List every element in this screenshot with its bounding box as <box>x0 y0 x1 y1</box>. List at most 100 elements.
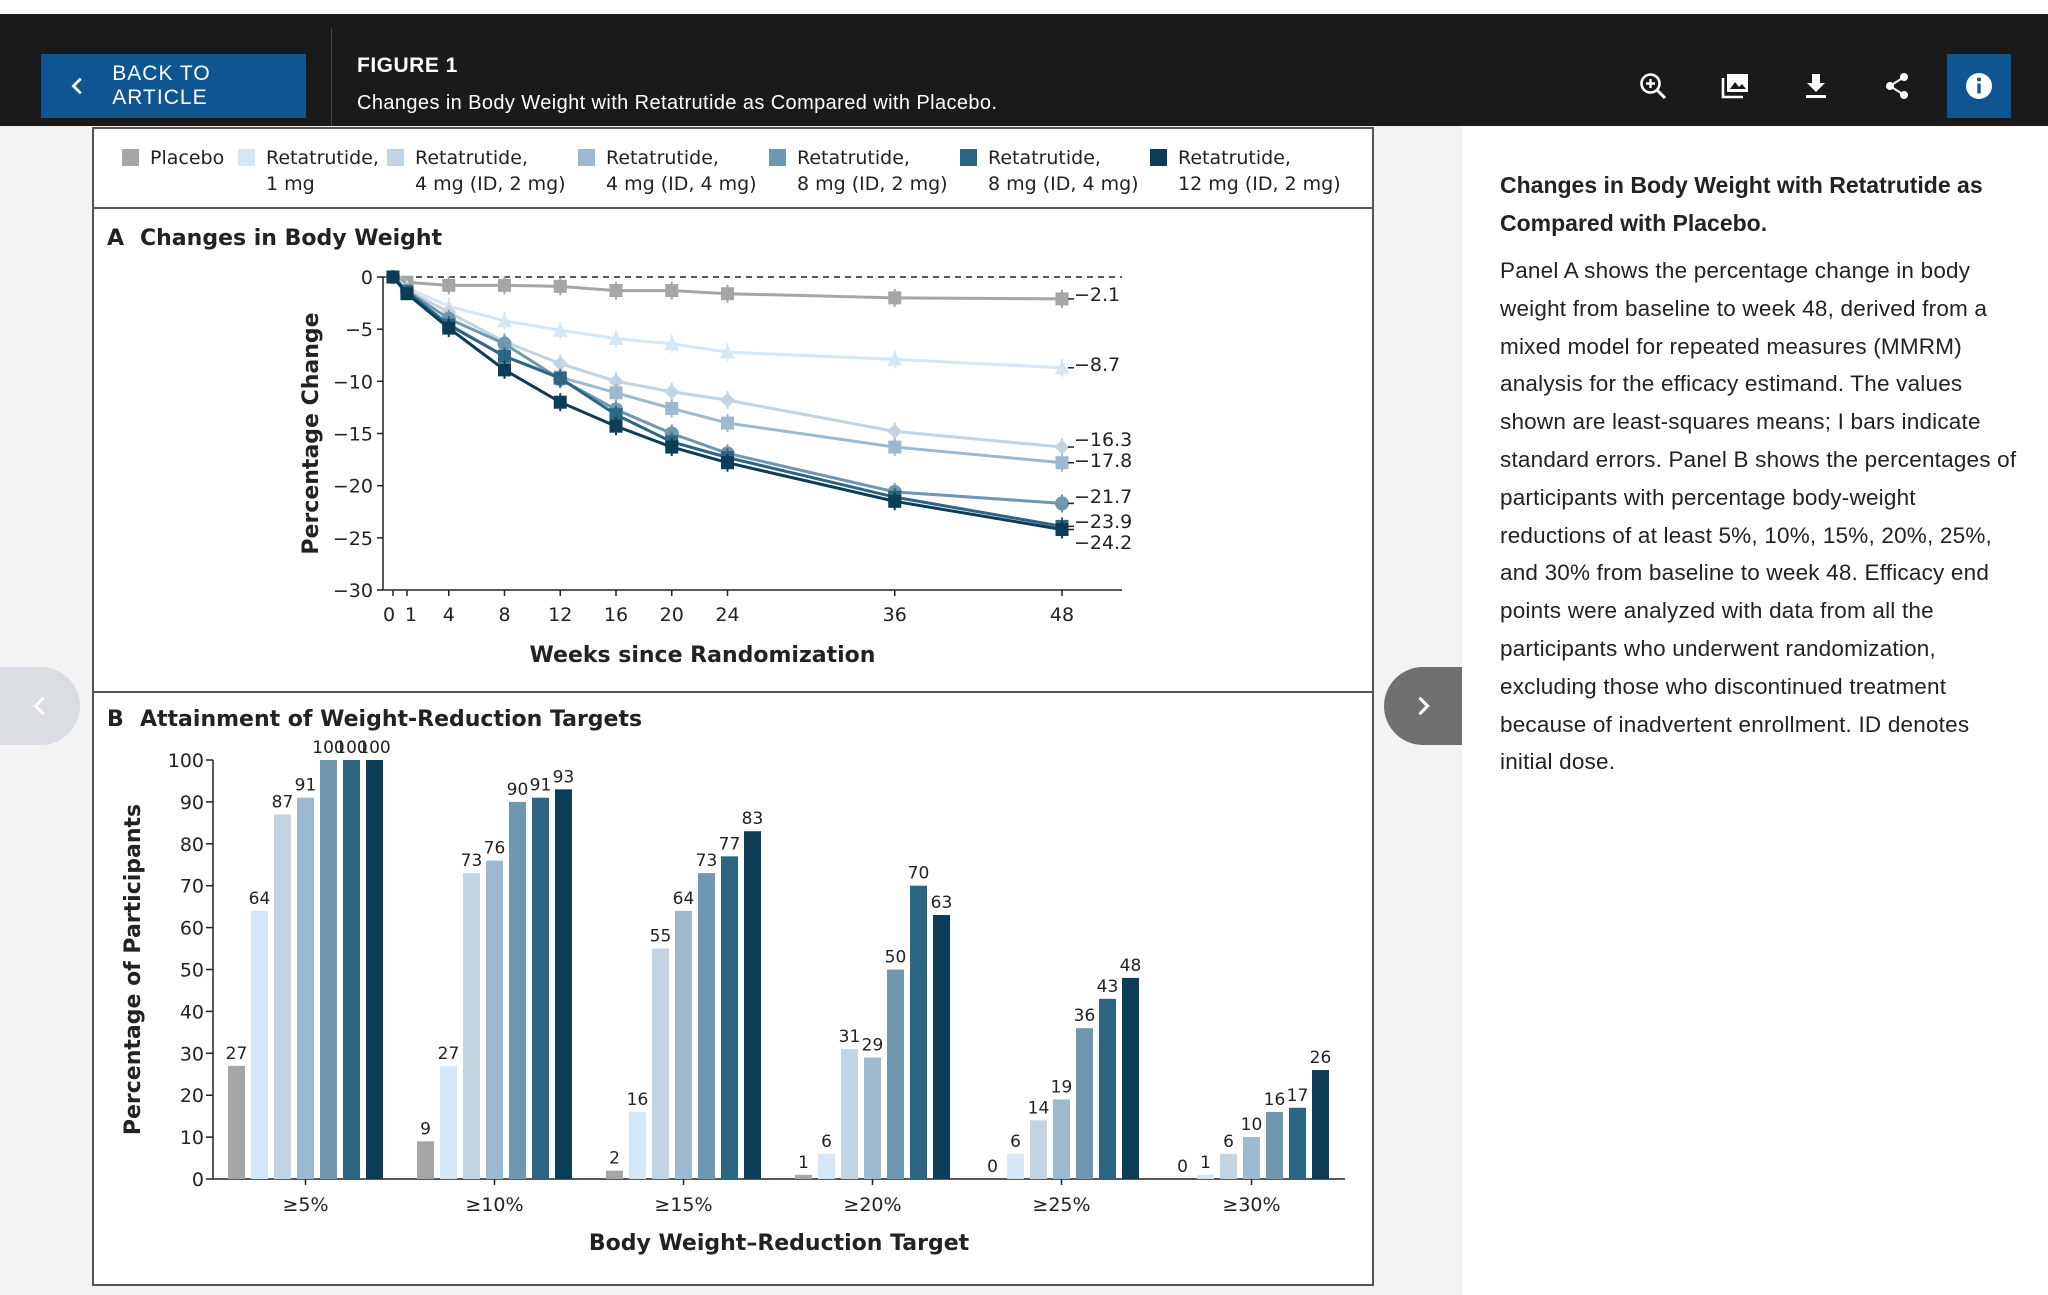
figure-label: FIGURE 1 <box>357 54 458 77</box>
x-tick-label: 4 <box>443 604 455 626</box>
panel-b-letter: B <box>107 707 124 732</box>
bar-value-label: 17 <box>1287 1086 1309 1106</box>
legend-label: Retatrutide, <box>266 147 379 169</box>
bar <box>343 760 360 1179</box>
legend-label-line2: 12 mg (ID, 2 mg) <box>1178 173 1341 195</box>
data-point <box>386 270 400 284</box>
bar <box>1312 1070 1329 1179</box>
bar-value-label: 64 <box>673 889 695 909</box>
data-point <box>720 392 735 408</box>
data-point <box>888 440 902 454</box>
series-end-label: −16.3 <box>1074 429 1132 451</box>
data-point <box>498 349 511 363</box>
y-axis-label: Percentage of Participants <box>121 804 146 1135</box>
bar <box>1220 1153 1237 1179</box>
bar <box>417 1141 434 1179</box>
legend-swatch <box>238 149 255 166</box>
bar-value-label: 93 <box>553 767 575 787</box>
caption-title: Changes in Body Weight with Retatrutide … <box>1500 172 1983 236</box>
series-line <box>391 275 1063 528</box>
x-tick-label: ≥25% <box>1032 1194 1090 1216</box>
y-tick-label: 70 <box>180 876 204 898</box>
bar-value-label: 29 <box>862 1035 884 1055</box>
x-tick-label: 8 <box>498 604 510 626</box>
bar <box>440 1065 457 1179</box>
bar-value-label: 83 <box>742 809 764 829</box>
legend-label: Retatrutide, <box>1178 147 1291 169</box>
next-figure-button[interactable] <box>1384 667 1462 745</box>
back-to-article-button[interactable]: BACK TO ARTICLE <box>41 54 306 118</box>
bar <box>652 948 669 1179</box>
data-point <box>1054 360 1070 375</box>
y-tick-label: 50 <box>180 960 204 982</box>
toolbar-divider <box>331 28 332 140</box>
x-tick-label: 1 <box>405 604 417 626</box>
series-end-label: −17.8 <box>1074 450 1132 472</box>
bar-value-label: 16 <box>627 1090 649 1110</box>
y-tick-label: −25 <box>333 528 373 550</box>
bar-value-label: 2 <box>609 1149 620 1169</box>
bar-value-label: 6 <box>821 1132 832 1152</box>
data-point <box>609 386 623 400</box>
data-point <box>609 284 623 298</box>
bar <box>795 1174 812 1179</box>
share-icon[interactable] <box>1869 58 1925 114</box>
bar <box>228 1065 245 1179</box>
x-tick-label: 20 <box>660 604 684 626</box>
legend-swatch <box>578 149 595 166</box>
y-tick-label: 0 <box>192 1169 204 1191</box>
data-point <box>721 456 734 470</box>
zoom-in-icon[interactable] <box>1625 58 1681 114</box>
series-end-label: −24.2 <box>1074 532 1132 554</box>
bar <box>555 789 572 1179</box>
bar-value-label: 70 <box>908 864 930 884</box>
bar-value-label: 90 <box>507 780 529 800</box>
chevron-left-icon <box>71 77 82 95</box>
bar <box>698 873 715 1179</box>
info-icon[interactable] <box>1947 54 2011 118</box>
bar-value-label: 36 <box>1074 1006 1096 1026</box>
legend-label: Retatrutide, <box>606 147 719 169</box>
x-tick-label: ≥20% <box>843 1194 901 1216</box>
bar-value-label: 48 <box>1120 956 1142 976</box>
y-tick-label: 30 <box>180 1043 204 1065</box>
panel-a-title: Changes in Body Weight <box>140 226 443 251</box>
data-point <box>498 278 511 292</box>
bar-value-label: 27 <box>438 1044 460 1064</box>
series-end-label: −8.7 <box>1074 354 1120 376</box>
bar-value-label: 9 <box>420 1119 431 1139</box>
bar <box>1099 998 1116 1179</box>
legend-label: Retatrutide, <box>797 147 910 169</box>
data-point <box>553 371 567 385</box>
data-point <box>665 440 679 454</box>
series-line <box>391 275 1063 449</box>
panel-a-line-chart: 0−5−10−15−20−25−300 1 4 8 12 16 20 24 36 48Percen… <box>299 267 1132 668</box>
bar <box>744 831 761 1179</box>
bar-value-label: 27 <box>226 1044 248 1064</box>
legend-swatch <box>387 149 404 166</box>
bar <box>509 801 526 1179</box>
x-tick-label: ≥30% <box>1222 1194 1280 1216</box>
bar <box>1053 1099 1070 1179</box>
bar <box>1243 1137 1260 1179</box>
data-point <box>1055 456 1069 470</box>
data-point <box>609 408 623 422</box>
bar-value-label: 64 <box>249 889 271 909</box>
bar-value-label: 1 <box>798 1153 809 1173</box>
download-icon[interactable] <box>1788 58 1844 114</box>
bar <box>486 860 503 1179</box>
data-point <box>720 344 735 359</box>
figure-1-chart: Placebo Retatrutide, 1 mg Retatrutide, 4 mg … <box>92 127 1374 1286</box>
legend-label-line2: 4 mg (ID, 4 mg) <box>606 173 757 195</box>
caption-panel: Changes in Body Weight with Retatrutide … <box>1462 126 2048 1295</box>
data-point <box>552 356 568 372</box>
legend-swatch <box>769 149 786 166</box>
x-tick-label: 0 <box>383 604 395 626</box>
panel-b-title: Attainment of Weight-Reduction Targets <box>140 707 642 732</box>
bar-value-label: 6 <box>1223 1132 1234 1152</box>
back-to-article-label: BACK TO ARTICLE <box>112 62 211 109</box>
bar-value-label: 91 <box>295 776 317 796</box>
previous-figure-button[interactable] <box>0 667 80 745</box>
image-gallery-icon[interactable] <box>1707 58 1763 114</box>
